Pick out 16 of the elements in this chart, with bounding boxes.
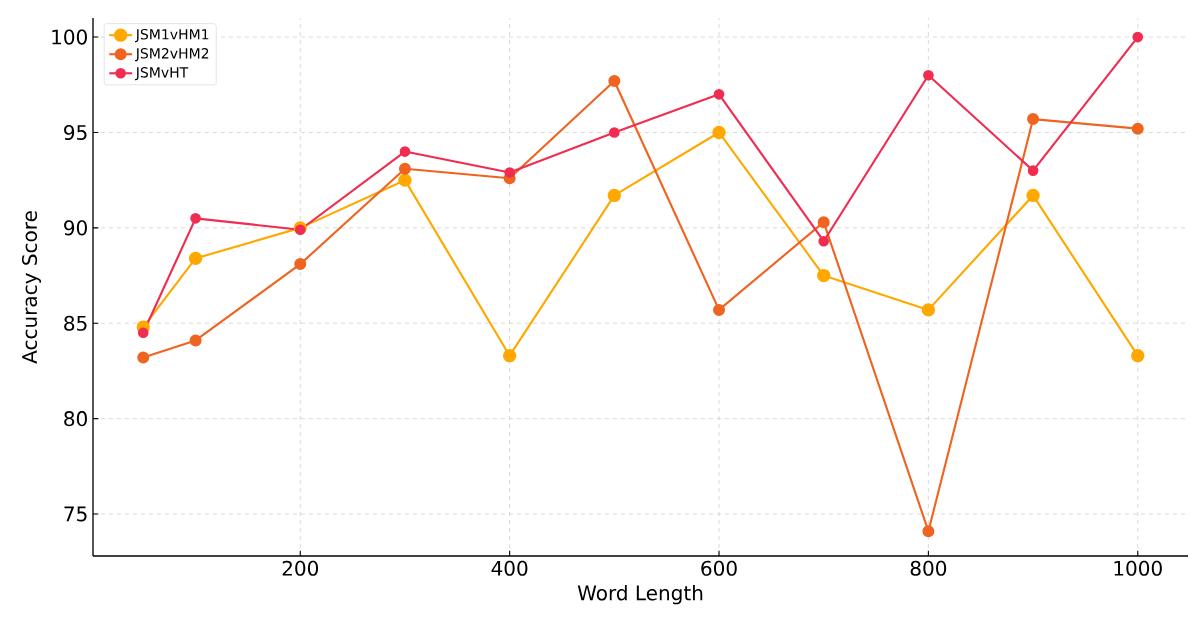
y-tick-label: 90 (64, 220, 87, 236)
x-tick-label: 600 (701, 560, 737, 576)
y-tick-label: 95 (64, 124, 87, 141)
x-tick-label: 1000 (1114, 560, 1162, 576)
y-tick-label: 75 (64, 506, 87, 522)
x-tick-label: 800 (910, 560, 947, 576)
y-tick-label: 80 (64, 411, 87, 427)
legend-label: JSMvHT (135, 67, 189, 81)
x-tick-label: 200 (282, 560, 319, 576)
x-axis-title: Word Length (577, 585, 703, 605)
legend-label: JSM2vHM2 (135, 48, 209, 62)
y-axis-title: Accuracy Score (21, 211, 41, 364)
legend-label: JSM1vHM1 (135, 28, 209, 43)
y-tick-label: 85 (64, 315, 87, 331)
y-tick-label: 100 (52, 29, 87, 45)
x-tick-label: 400 (491, 560, 528, 576)
